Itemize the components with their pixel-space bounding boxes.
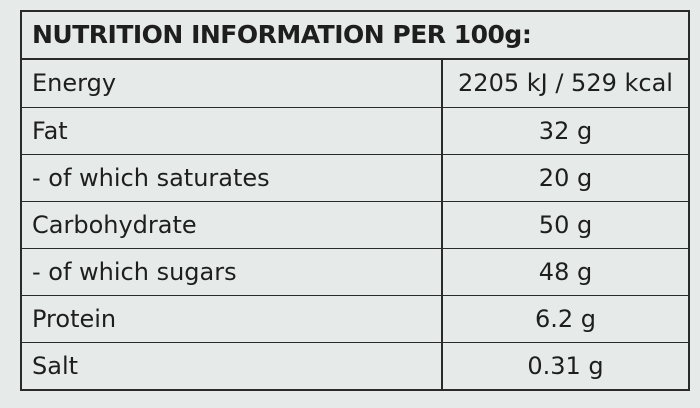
- nutrient-value: 20 g: [441, 153, 688, 201]
- nutrition-table: Energy 2205 kJ / 529 kcal Fat 32 g- of whic…: [22, 60, 688, 389]
- title: NUTRITION INFORMATION PER 100g:: [22, 12, 688, 60]
- table-row: Energy 2205 kJ / 529 kcal: [22, 60, 688, 107]
- nutrient-name: Fat: [22, 106, 442, 154]
- nutrient-name: - of which sugars: [22, 247, 442, 295]
- nutrient-value: 2205 kJ / 529 kcal: [441, 60, 688, 107]
- nutrient-name: Energy: [32, 69, 117, 98]
- nutrition-label: NUTRITION INFORMATION PER 100g: Energy 22…: [20, 10, 690, 391]
- nutrient-value: 48 g: [441, 247, 688, 295]
- table-row: Salt 0.31 g: [22, 341, 688, 389]
- nutrient-value: 32 g: [441, 106, 688, 154]
- nutrient-name: Salt: [22, 341, 442, 389]
- nutrient-name: Carbohydrate: [22, 200, 442, 248]
- nutrient-value: 50 g: [441, 200, 688, 248]
- table-row: Fat 32 g: [22, 106, 688, 154]
- nutrient-value: 6.2 g: [441, 294, 688, 342]
- table-row: - of which saturates 20 g: [22, 153, 688, 201]
- nutrient-value: 0.31 g: [441, 341, 688, 389]
- table-row: Carbohydrate 50 g: [22, 200, 688, 248]
- table-row: Protein 6.2 g: [22, 294, 688, 342]
- nutrient-name: Protein: [22, 294, 442, 342]
- table-row: - of which sugars 48 g: [22, 247, 688, 295]
- nutrient-name: - of which saturates: [22, 153, 442, 201]
